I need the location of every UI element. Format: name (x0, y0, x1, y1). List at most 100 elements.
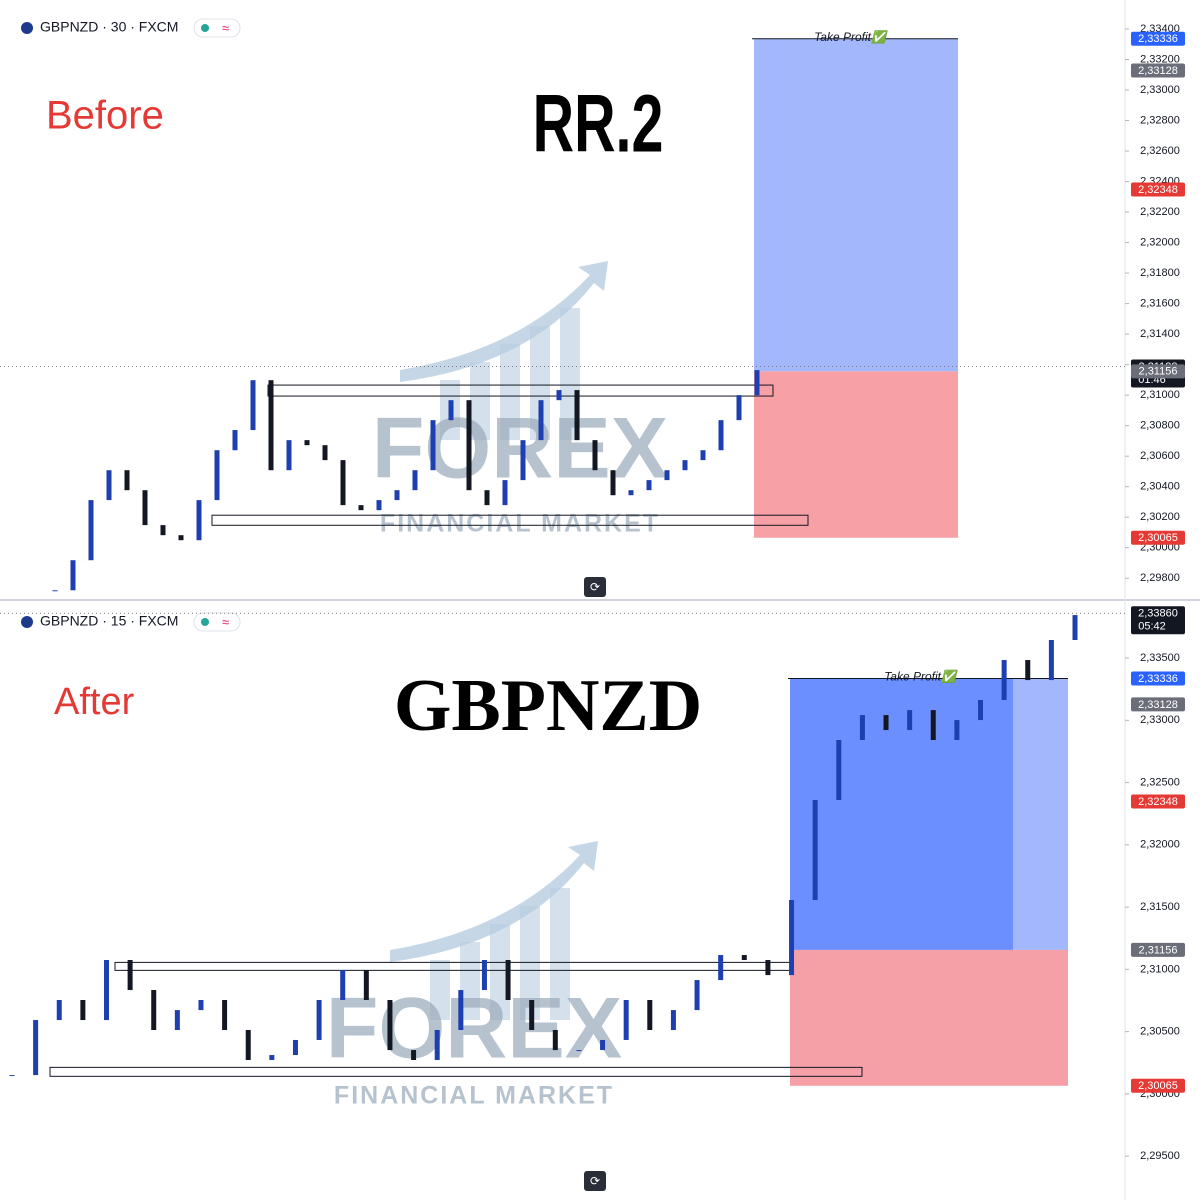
price-badge (1131, 606, 1185, 635)
candle (1025, 660, 1031, 681)
candle (222, 999, 228, 1031)
symbol-label: GBPNZD · 30 · FXCM (40, 19, 178, 35)
candle (358, 505, 364, 511)
watermark-bar (500, 344, 520, 440)
y-tick-label: 2,32000 (1140, 236, 1180, 248)
candle (552, 1030, 558, 1051)
candle (978, 700, 984, 721)
candle (160, 525, 166, 536)
candle (954, 720, 960, 740)
watermark-bar (550, 888, 570, 1020)
candle (741, 955, 747, 961)
candle (505, 960, 511, 1000)
candle (836, 739, 842, 801)
y-tick-label: 2,32200 (1140, 206, 1180, 218)
price-badge-label: 2,32348 (1138, 796, 1178, 808)
candle (600, 1039, 606, 1051)
symbol-label: GBPNZD · 15 · FXCM (40, 613, 178, 629)
candle (859, 715, 865, 740)
y-tick-label: 2,31000 (1140, 963, 1180, 975)
candle (1072, 615, 1078, 640)
loss-zone (790, 949, 1068, 1086)
candle (484, 490, 490, 506)
watermark-subtitle: FINANCIAL MARKET (334, 1082, 614, 1110)
support-zone (267, 384, 774, 397)
candle (340, 969, 346, 1000)
y-tick-label: 2,33200 (1140, 53, 1180, 65)
candle (481, 960, 487, 991)
candle (930, 710, 936, 740)
candle (322, 445, 328, 461)
candle (1048, 639, 1054, 681)
candle (694, 980, 700, 1011)
price-badge (1131, 530, 1185, 545)
y-tick-label: 2,32000 (1140, 839, 1180, 851)
candle (363, 969, 369, 1000)
y-tick-label: 2,33500 (1140, 652, 1180, 664)
candle (538, 400, 544, 441)
y-tick-label: 2,31500 (1140, 901, 1180, 913)
y-tick-label: 2,30400 (1140, 481, 1180, 493)
candle (245, 1030, 251, 1061)
profit-zone (754, 38, 958, 372)
candle (52, 590, 58, 592)
candle (316, 999, 322, 1040)
price-badge (1131, 794, 1185, 809)
headline: RR.2 (533, 78, 664, 170)
y-tick-label: 2,30500 (1140, 1026, 1180, 1038)
candle (907, 710, 913, 731)
candle (574, 390, 580, 441)
candle (576, 1050, 582, 1052)
price-badge (1131, 671, 1185, 686)
y-tick-label: 2,32800 (1140, 114, 1180, 126)
candle (142, 490, 148, 526)
candle (376, 500, 382, 511)
countdown-label: 05:42 (1138, 621, 1166, 633)
candle (556, 390, 562, 401)
candle (292, 1039, 298, 1056)
candle (80, 999, 86, 1021)
candle (466, 400, 472, 491)
candle (664, 470, 670, 481)
price-badge-label: 2,32348 (1138, 184, 1178, 196)
candle (411, 1050, 417, 1061)
candle (56, 999, 62, 1021)
candle (718, 420, 724, 451)
headline: GBPNZD (394, 665, 702, 747)
candle (647, 999, 653, 1031)
watermark-bar (490, 924, 510, 1020)
price-badge (1131, 182, 1185, 197)
candle (520, 440, 526, 481)
candle (250, 380, 256, 431)
price-badge-label: 2,33128 (1138, 699, 1178, 711)
y-tick-label: 2,29800 (1140, 572, 1180, 584)
watermark-arrow (400, 261, 608, 382)
y-tick-label: 2,30200 (1140, 511, 1180, 523)
panel-label: Before (46, 94, 164, 138)
reset-button[interactable]: ⟳ ⟳ (584, 577, 606, 1191)
price-badge (1131, 364, 1185, 379)
take-profit-label: Take Profit✅ (814, 30, 888, 44)
candle (434, 1030, 440, 1061)
watermark-arrow (390, 841, 598, 962)
candle (628, 490, 634, 496)
candle (286, 440, 292, 471)
candle (151, 990, 157, 1031)
support-zone (49, 1066, 863, 1077)
flag-icon: ≈ ≈ (21, 18, 241, 632)
take-profit-label: Take Profit✅ (884, 670, 958, 684)
y-tick-label: 2,30600 (1140, 450, 1180, 462)
candle (103, 960, 109, 1021)
candle (529, 999, 535, 1031)
y-tick-label: 2,30800 (1140, 420, 1180, 432)
y-tick-label: 2,32500 (1140, 776, 1180, 788)
candle (214, 450, 220, 501)
candle (1001, 660, 1007, 701)
candle (174, 1010, 180, 1031)
y-tick-label: 2,33000 (1140, 84, 1180, 96)
candle (682, 460, 688, 471)
candle (700, 450, 706, 461)
price-badge (1131, 31, 1185, 46)
support-zone (211, 514, 809, 526)
